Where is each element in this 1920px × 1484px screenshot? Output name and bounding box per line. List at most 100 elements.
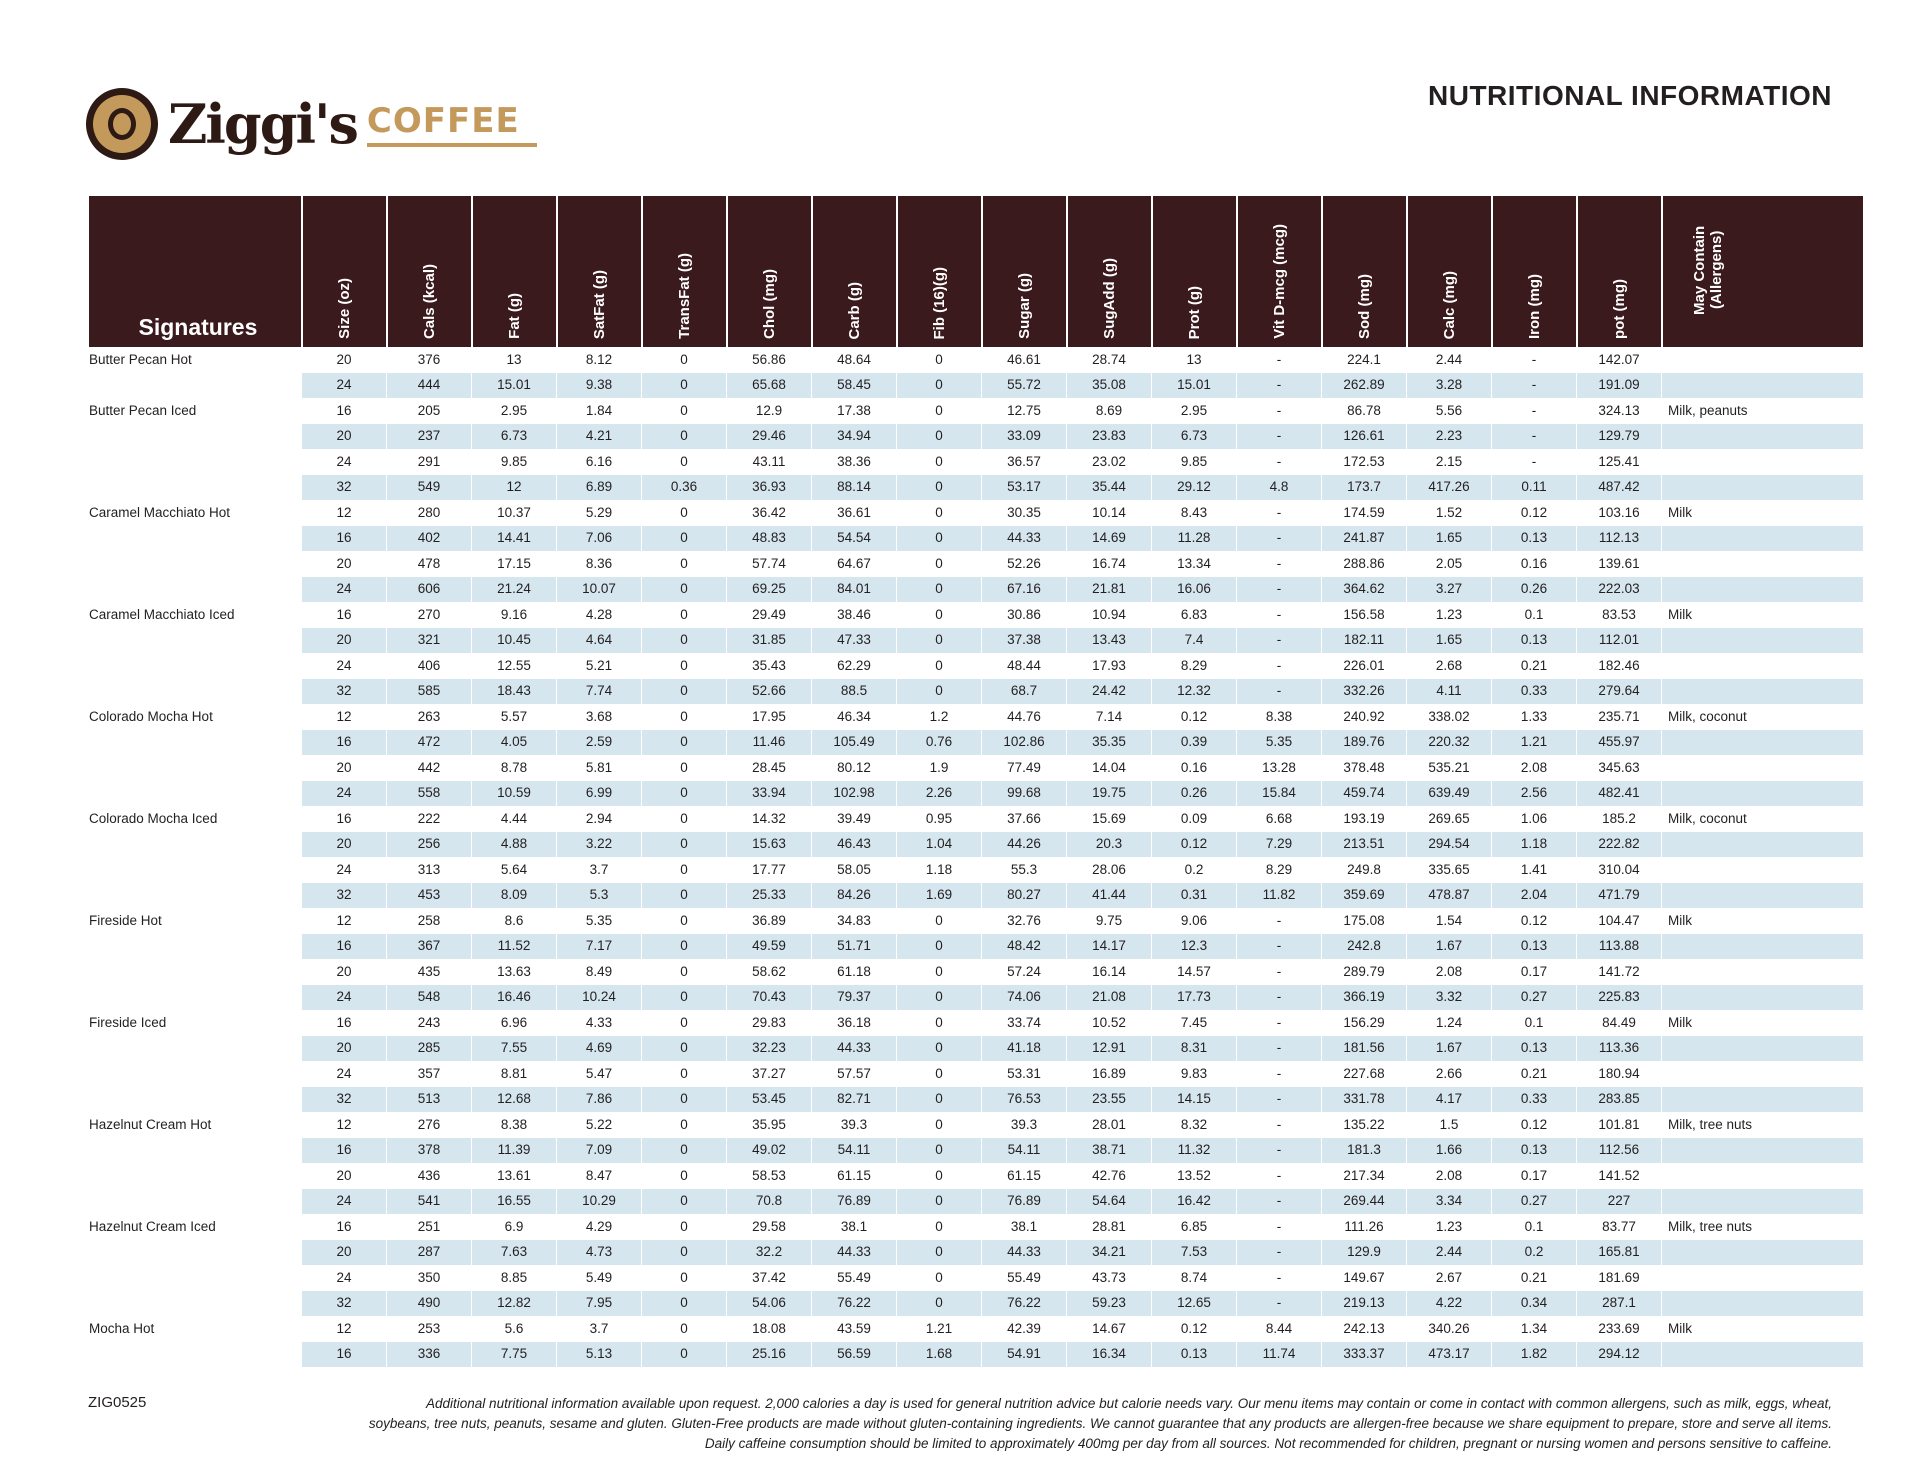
product-name: [88, 551, 302, 577]
product-name: Fireside Iced: [88, 1010, 302, 1036]
value-cell: 129.9: [1321, 1239, 1407, 1265]
value-cell: 53.45: [726, 1086, 812, 1112]
column-header-label: TransFat (g): [675, 253, 693, 339]
value-cell: 18.08: [726, 1316, 812, 1342]
value-cell: 269.65: [1406, 806, 1492, 832]
value-cell: 32.2: [726, 1239, 812, 1265]
value-cell: 0.27: [1491, 984, 1577, 1010]
value-cell: 288.86: [1321, 551, 1407, 577]
column-header: Sod (mg): [1320, 196, 1407, 347]
product-name: [88, 449, 302, 475]
value-cell: 16: [301, 806, 387, 832]
value-cell: 263: [386, 704, 472, 730]
value-cell: 83.53: [1576, 602, 1662, 628]
value-cell: 548: [386, 984, 472, 1010]
value-cell: 0.2: [1151, 857, 1237, 883]
value-cell: 44.33: [811, 1239, 897, 1265]
value-cell: 4.21: [556, 423, 642, 449]
value-cell: 84.01: [811, 576, 897, 602]
value-cell: 12.65: [1151, 1290, 1237, 1316]
value-cell: 3.27: [1406, 576, 1492, 602]
value-cell: 8.32: [1151, 1112, 1237, 1138]
value-cell: 34.83: [811, 908, 897, 934]
value-cell: 12.82: [471, 1290, 557, 1316]
table-row: 16 472 4.05 2.59 0 11.46 105.49 0.76 102.86 35.35…: [88, 729, 1863, 755]
value-cell: 54.06: [726, 1290, 812, 1316]
value-cell: 10.52: [1066, 1010, 1152, 1036]
value-cell: 61.15: [981, 1163, 1067, 1189]
value-cell: 28.01: [1066, 1112, 1152, 1138]
table-row: 24 444 15.01 9.38 0 65.68 58.45 0 55.72 35.08 15.0…: [88, 372, 1863, 398]
value-cell: 13.63: [471, 959, 557, 985]
value-cell: 12.9: [726, 398, 812, 424]
value-cell: 125.41: [1576, 449, 1662, 475]
value-cell: 16.46: [471, 984, 557, 1010]
value-cell: 14.41: [471, 525, 557, 551]
product-name: [88, 984, 302, 1010]
product-name: Hazelnut Cream Iced: [88, 1214, 302, 1240]
value-cell: 1.67: [1406, 1035, 1492, 1061]
value-cell: 57.24: [981, 959, 1067, 985]
value-cell: 0.13: [1491, 525, 1577, 551]
value-cell: -: [1236, 1188, 1322, 1214]
value-cell: 142.07: [1576, 347, 1662, 373]
value-cell: 10.45: [471, 627, 557, 653]
value-cell: 0.39: [1151, 729, 1237, 755]
column-header-label: Vit D-mcg (mcg): [1270, 224, 1288, 339]
value-cell: 0: [641, 1341, 727, 1367]
value-cell: 16: [301, 1341, 387, 1367]
column-header: Prot (g): [1150, 196, 1237, 347]
value-cell: 606: [386, 576, 472, 602]
product-name: [88, 959, 302, 985]
value-cell: 2.08: [1491, 755, 1577, 781]
product-name: [88, 1290, 302, 1316]
allergens-cell: [1661, 347, 1863, 373]
value-cell: 3.7: [556, 1316, 642, 1342]
value-cell: 55.49: [811, 1265, 897, 1291]
value-cell: 13.34: [1151, 551, 1237, 577]
value-cell: 180.94: [1576, 1061, 1662, 1087]
value-cell: 227: [1576, 1188, 1662, 1214]
value-cell: 58.45: [811, 372, 897, 398]
product-name: Fireside Hot: [88, 908, 302, 934]
value-cell: 0: [896, 525, 982, 551]
column-header-label: Sod (mg): [1355, 274, 1373, 339]
value-cell: 84.26: [811, 882, 897, 908]
value-cell: 6.83: [1151, 602, 1237, 628]
product-name: [88, 525, 302, 551]
value-cell: 0.33: [1491, 678, 1577, 704]
allergens-cell: [1661, 1137, 1863, 1163]
value-cell: -: [1236, 602, 1322, 628]
value-cell: 5.22: [556, 1112, 642, 1138]
value-cell: 364.62: [1321, 576, 1407, 602]
value-cell: 1.66: [1406, 1137, 1492, 1163]
value-cell: 46.43: [811, 831, 897, 857]
column-header: Fib (16)(g): [895, 196, 982, 347]
value-cell: 0: [641, 1214, 727, 1240]
value-cell: 1.18: [896, 857, 982, 883]
value-cell: 48.44: [981, 653, 1067, 679]
value-cell: 2.23: [1406, 423, 1492, 449]
value-cell: 52.26: [981, 551, 1067, 577]
value-cell: 0: [641, 627, 727, 653]
value-cell: 1.41: [1491, 857, 1577, 883]
value-cell: 16: [301, 602, 387, 628]
value-cell: 0.13: [1491, 1035, 1577, 1061]
value-cell: 20: [301, 1239, 387, 1265]
value-cell: 0: [641, 1163, 727, 1189]
value-cell: 3.28: [1406, 372, 1492, 398]
value-cell: 0: [896, 1010, 982, 1036]
table-header-row: Signatures Size (oz) Cals (kcal) Fat (g) Sa…: [88, 196, 1863, 347]
value-cell: 80.27: [981, 882, 1067, 908]
allergens-cell: [1661, 1290, 1863, 1316]
value-cell: 0: [641, 1290, 727, 1316]
value-cell: 535.21: [1406, 755, 1492, 781]
value-cell: 220.32: [1406, 729, 1492, 755]
value-cell: 5.21: [556, 653, 642, 679]
value-cell: 16.06: [1151, 576, 1237, 602]
value-cell: 0: [641, 678, 727, 704]
value-cell: 0: [641, 704, 727, 730]
value-cell: 28.06: [1066, 857, 1152, 883]
allergens-cell: [1661, 576, 1863, 602]
value-cell: 25.16: [726, 1341, 812, 1367]
